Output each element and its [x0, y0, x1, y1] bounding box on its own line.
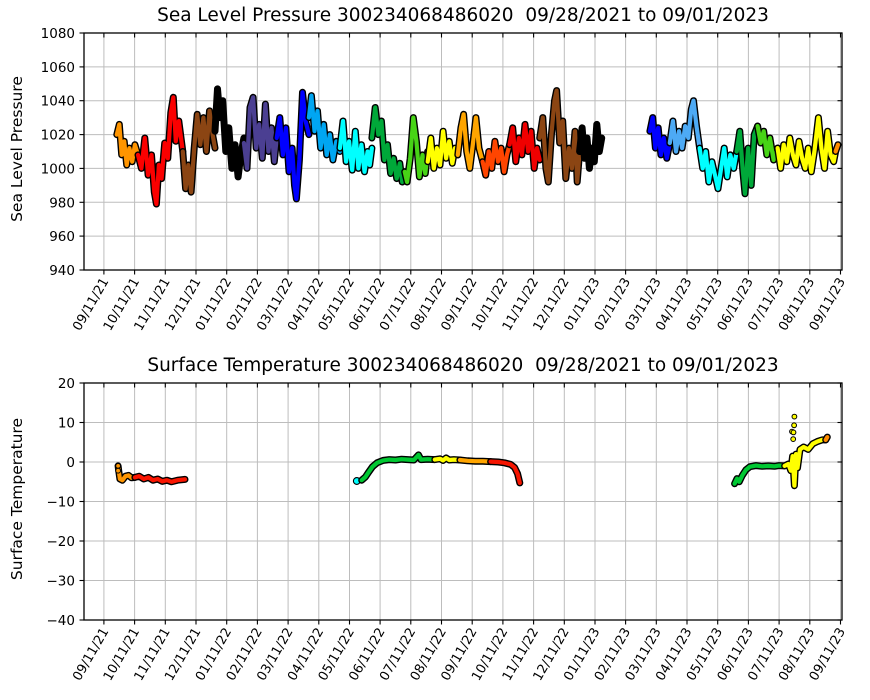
series-dec-2021 — [212, 86, 246, 179]
series-aug-2023 — [775, 115, 838, 174]
series-sep-2023-tip — [823, 434, 830, 443]
series-apr-2023 — [667, 98, 702, 154]
temperature-plot-area: 09/11/2110/11/2111/11/2112/11/2101/11/22… — [47, 376, 849, 684]
y-tick-label: 1080 — [41, 26, 75, 42]
y-tick-label: −10 — [47, 495, 76, 511]
series-feb-2022 — [274, 90, 311, 201]
sea-level-pressure-chart: Sea Level Pressure 300234068486020 09/28… — [8, 5, 849, 334]
y-tick-label: −20 — [47, 534, 76, 550]
y-tick-label: 1020 — [41, 128, 75, 144]
series-may-2022 — [369, 105, 407, 185]
series-sep-2022 — [480, 139, 512, 178]
series-jul-2023 — [755, 123, 780, 163]
y-tick-label: −30 — [47, 574, 76, 590]
axes-spines — [83, 32, 843, 271]
series-mar-2023 — [647, 115, 672, 161]
series-nov-2021 — [180, 108, 218, 195]
series-apr-2022 — [337, 118, 374, 174]
series-marker-sep-2021 — [115, 463, 121, 469]
surface-temperature-chart: Surface Temperature 300234068486020 09/2… — [0, 350, 870, 700]
y-tick-label: 20 — [58, 376, 75, 392]
y-tick-label: 980 — [49, 195, 75, 211]
data-layer — [113, 85, 842, 208]
series-sep-oct-2022 — [488, 459, 522, 485]
series-marker-sep-2021 — [115, 467, 121, 474]
series-jul-2022 — [432, 455, 462, 463]
series-marker-aug-2023 — [790, 436, 797, 442]
series-jan-2022 — [241, 95, 279, 171]
pressure-chart-title: Sea Level Pressure 300234068486020 09/28… — [157, 5, 769, 26]
series-aug-2023 — [782, 437, 828, 488]
series-oct-2021 — [135, 95, 185, 207]
series-jul-2022 — [425, 129, 460, 171]
data-layer — [114, 413, 831, 490]
series-oct-2021 — [132, 474, 188, 484]
y-tick-label: 10 — [58, 416, 75, 432]
series-marker-aug-2023 — [790, 429, 797, 436]
y-tick-label: 1040 — [41, 94, 75, 110]
series-marker-aug-2023 — [791, 422, 797, 429]
series-sep-2023-tip — [833, 142, 841, 154]
y-tick-label: −40 — [47, 613, 76, 629]
y-tick-label: 1000 — [41, 161, 75, 177]
pressure-plot-area: 09/11/2110/11/2111/11/2112/11/2101/11/22… — [41, 26, 849, 334]
series-jun-2023 — [734, 123, 760, 196]
series-aug-sep-2022 — [457, 457, 493, 464]
series-jun-2022 — [359, 452, 437, 483]
series-aug-2022 — [455, 112, 485, 171]
series-jan-2023 — [577, 122, 604, 171]
temperature-chart-title: Surface Temperature 300234068486020 09/2… — [147, 355, 779, 376]
series-jun-2022 — [402, 115, 430, 185]
y-tick-label: 1060 — [41, 60, 75, 76]
series-marker-aug-2023 — [791, 413, 798, 420]
series-mar-2022 — [306, 93, 342, 163]
y-tick-label: 960 — [49, 229, 75, 245]
series-nov-dec-2022 — [537, 88, 582, 185]
y-tick-label: 0 — [66, 455, 75, 471]
series-oct-2022 — [507, 122, 542, 171]
series-jun-jul-2023 — [732, 463, 787, 486]
series-sep-2021 — [114, 122, 141, 168]
y-tick-label: 940 — [49, 263, 75, 279]
series-may-2023 — [697, 146, 739, 191]
